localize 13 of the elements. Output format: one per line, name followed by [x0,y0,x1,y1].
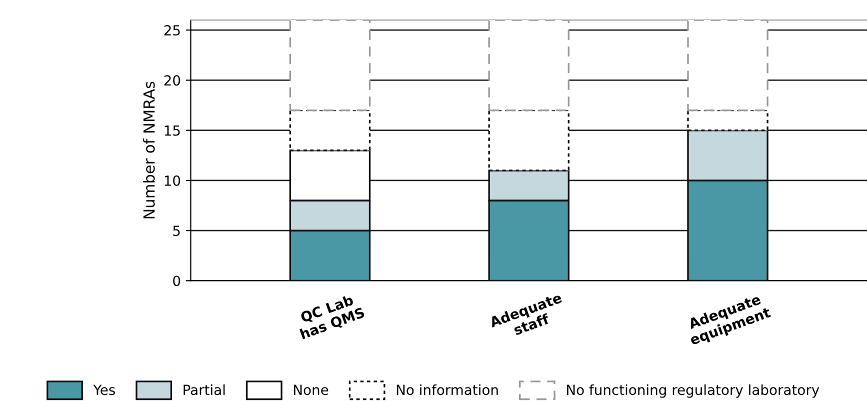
legend-label: None [294,384,328,396]
y-tick-label: 5 [173,226,180,236]
y-tick-label: 15 [164,125,180,136]
legend-label: No information [396,384,498,396]
y-tick-label: 10 [164,175,180,186]
legend-label: Yes [93,384,115,396]
y-tick-label: 20 [164,75,180,86]
y-tick-label: 0 [173,276,180,286]
legend-label: Partial [184,384,225,396]
legend-label: No functioning regulatory laboratory [567,384,820,398]
x-tick-label: QC Lab has QMS [299,294,366,342]
y-axis-title: Number of NMRAs [143,82,155,218]
y-tick-label: 25 [164,25,180,36]
